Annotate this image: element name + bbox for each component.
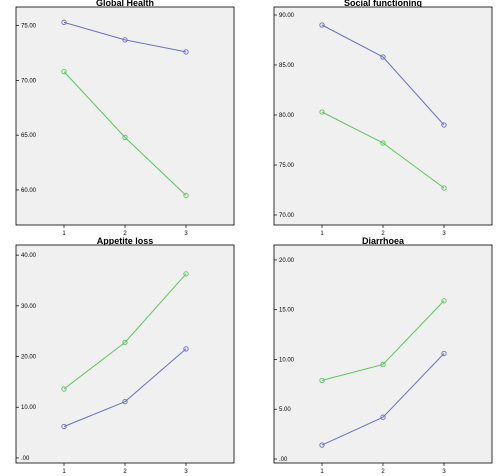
data-point — [122, 399, 128, 405]
data-point — [441, 185, 447, 191]
series-line-1 — [63, 21, 187, 53]
y-tick-label: 75.00 — [279, 163, 295, 169]
data-point — [441, 122, 447, 128]
y-tick-label: 90.00 — [279, 13, 295, 19]
data-point — [319, 377, 325, 384]
data-point — [319, 22, 325, 28]
plot-area — [15, 244, 235, 464]
panel-diarrhoea: Diarrhoea .00 5.00 10.00 15.00 20.00 1 2 3 — [273, 236, 493, 475]
y-tick-label: 20.00 — [21, 355, 37, 361]
y-tick-label: 30.00 — [21, 304, 37, 310]
data-point — [122, 37, 128, 43]
series-line-2 — [63, 273, 187, 390]
y-tick-label: 10.00 — [279, 357, 295, 363]
x-tick-label: 3 — [442, 231, 446, 237]
x-tick-label: 2 — [123, 469, 127, 475]
plot-area — [15, 6, 235, 226]
panel-title: Diarrhoea — [362, 236, 405, 246]
panel-title: Appetite loss — [97, 236, 154, 246]
y-tick-label: 15.00 — [279, 308, 295, 314]
data-point — [122, 134, 128, 141]
y-tick-label: 85.00 — [279, 63, 295, 69]
panel-global-health: Global Health 60.00 65.00 70.00 75.00 1 2 3 — [15, 0, 235, 237]
panel-title: Social functioning — [344, 0, 422, 8]
plot-area — [273, 244, 493, 464]
plot-area — [273, 6, 493, 226]
x-tick-label: 1 — [62, 469, 66, 475]
series-line-2 — [321, 111, 445, 189]
x-tick-label: 3 — [442, 469, 446, 475]
y-tick-label: 65.00 — [21, 133, 37, 139]
x-tick-label: 1 — [320, 231, 324, 237]
series-line-1 — [63, 348, 187, 427]
data-point — [122, 339, 128, 345]
x-tick-label: 3 — [184, 231, 188, 237]
panel-appetite-loss: Appetite loss .00 10.00 20.00 30.00 40.00 1 2 3 — [15, 236, 235, 475]
y-tick-label: 70.00 — [279, 213, 295, 219]
data-point — [61, 19, 67, 25]
series-line-1 — [321, 24, 445, 126]
y-tick-label: .00 — [21, 456, 30, 462]
x-tick-label: 1 — [320, 469, 324, 475]
data-point — [183, 271, 189, 277]
y-tick-label: 60.00 — [21, 188, 37, 194]
data-point — [183, 49, 189, 55]
series-line-2 — [321, 300, 445, 381]
data-point — [183, 192, 189, 199]
y-tick-label: 10.00 — [21, 405, 37, 411]
y-tick-label: 5.00 — [279, 407, 291, 413]
y-tick-label: 80.00 — [279, 113, 295, 119]
data-point — [319, 109, 325, 115]
data-point — [441, 350, 447, 357]
series-line-1 — [321, 353, 445, 446]
data-point — [380, 361, 386, 368]
data-point — [380, 414, 386, 420]
y-tick-label: 20.00 — [279, 258, 295, 264]
data-point — [61, 386, 67, 392]
panel-social-functioning: Social functioning 70.00 75.00 80.00 85.00 90… — [273, 0, 493, 237]
x-tick-label: 2 — [123, 231, 127, 237]
x-tick-label: 1 — [62, 231, 66, 237]
data-point — [380, 54, 386, 60]
y-tick-label: 75.00 — [21, 24, 37, 30]
series-line-2 — [63, 71, 187, 196]
x-tick-label: 3 — [184, 469, 188, 475]
x-tick-label: 2 — [381, 469, 385, 475]
panel-title: Global Health — [96, 0, 154, 8]
y-tick-label: .00 — [279, 457, 288, 463]
data-point — [61, 68, 67, 75]
data-point — [183, 346, 189, 352]
y-tick-label: 70.00 — [21, 78, 37, 84]
data-point — [380, 140, 386, 146]
x-tick-label: 2 — [381, 231, 385, 237]
y-tick-label: 40.00 — [21, 253, 37, 259]
data-point — [441, 298, 447, 304]
data-point — [319, 442, 325, 448]
data-point — [61, 423, 67, 430]
